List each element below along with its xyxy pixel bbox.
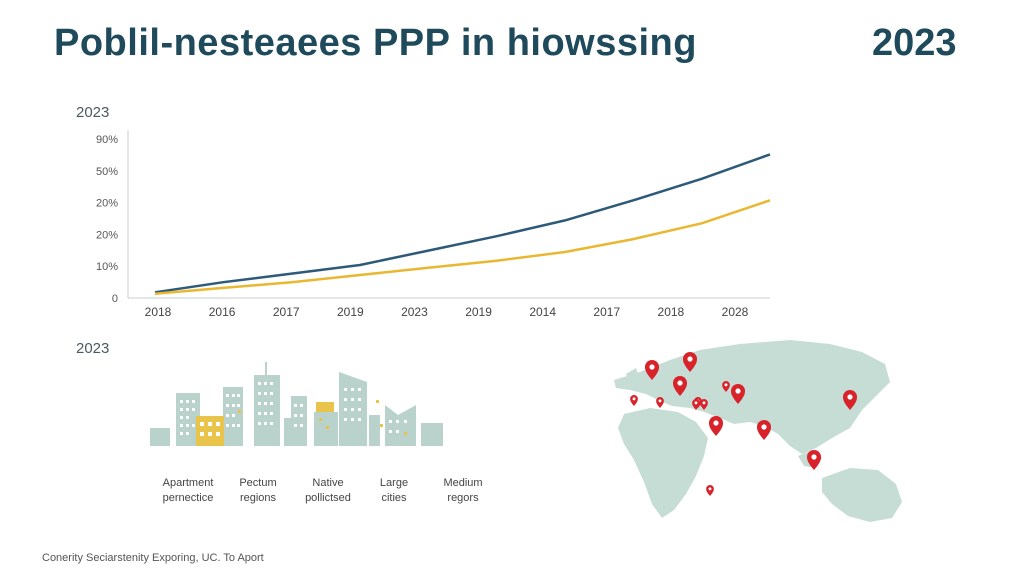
map-pin-dot — [847, 394, 853, 400]
map-pin-dot — [811, 454, 817, 460]
map-pin-icon — [683, 352, 697, 372]
x-tick-label: 2019 — [337, 305, 364, 319]
category-label-apartment: Apartment pernectice — [162, 477, 214, 504]
map-pin-icon — [731, 384, 745, 404]
map-pin-icon — [807, 450, 821, 470]
map-pin-icon — [709, 416, 723, 436]
map-pin-dot — [708, 487, 712, 491]
category-label-pectum: Pectum regions — [239, 477, 277, 504]
footer-credit: Conerity Seciarstenity Exporing, UC. To … — [42, 552, 264, 564]
australia-shape — [822, 468, 902, 522]
map-pin-icon — [757, 420, 771, 440]
map-pin-icon — [700, 399, 708, 410]
world-map — [614, 340, 902, 522]
x-tick-label: 2028 — [722, 305, 749, 319]
map-pin-icon — [843, 390, 857, 410]
map-pin-dot — [632, 397, 636, 401]
section-year: 2023 — [76, 340, 110, 357]
y-tick-label: 10% — [96, 261, 118, 273]
y-tick-label: 0 — [112, 293, 118, 305]
x-tick-label: 2017 — [273, 305, 300, 319]
y-tick-label: 90% — [96, 134, 118, 146]
year-badge: 2023 — [872, 22, 957, 64]
category-label-medium: Medium regors — [443, 477, 483, 504]
eurasia-shape — [614, 340, 890, 454]
map-pin-dot — [724, 383, 728, 387]
map-pin-dot — [761, 424, 767, 430]
map-pin-dot — [658, 399, 662, 403]
map-pin-dot — [677, 380, 683, 386]
chart-subtitle: 2023 — [76, 104, 110, 121]
map-pin-dot — [713, 420, 719, 426]
map-pin-dot — [735, 388, 741, 394]
map-pin-icon — [692, 398, 700, 410]
x-tick-label: 2017 — [593, 305, 620, 319]
buildings-illustration — [150, 362, 443, 446]
series-line-blue — [154, 153, 771, 294]
map-pin-dot — [687, 356, 693, 362]
category-label-large: Large cities — [379, 477, 409, 504]
map-pin-icon — [630, 394, 638, 406]
x-tick-label: 2018 — [145, 305, 172, 319]
map-markers — [630, 352, 857, 496]
map-pin-icon — [656, 397, 664, 408]
y-tick-label: 50% — [96, 166, 118, 178]
map-pin-icon — [706, 484, 714, 496]
uk-shape — [626, 368, 640, 384]
map-pin-icon — [722, 381, 730, 392]
series-line-gold — [154, 199, 771, 295]
y-tick-label: 20% — [96, 229, 118, 241]
y-tick-label: 20% — [96, 198, 118, 210]
x-tick-label: 2023 — [401, 305, 428, 319]
map-pin-dot — [702, 401, 706, 405]
page-title: Poblil-nesteaees PPP in hiowssing — [54, 22, 697, 64]
africa-shape — [618, 408, 708, 518]
map-pin-icon — [673, 376, 687, 396]
map-pin-dot — [649, 364, 655, 370]
map-pin-dot — [694, 401, 698, 405]
x-tick-label: 2018 — [658, 305, 685, 319]
line-chart: 0 10% 20% 20% 50% 90% 2018 2016 2017 2019 2023 2019… — [96, 130, 771, 319]
category-label-native: Native pollictsed — [305, 477, 351, 504]
map-pin-icon — [645, 360, 659, 380]
x-tick-label: 2019 — [465, 305, 492, 319]
x-tick-label: 2016 — [209, 305, 236, 319]
x-tick-label: 2014 — [529, 305, 556, 319]
